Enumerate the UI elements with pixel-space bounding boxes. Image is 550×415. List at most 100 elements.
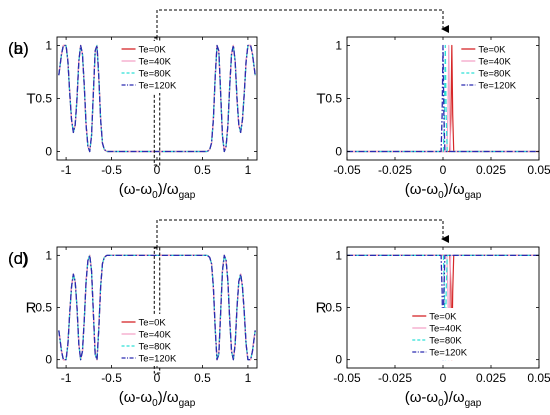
y-tick-label: 0.5 [35,301,52,315]
x-axis-label-sub: gap [465,398,482,409]
legend-label: Te=80K [139,342,172,353]
x-tick-label: 0.5 [194,371,211,385]
legend-label: Te=40K [139,330,172,341]
panel-a: -1 -0.5 0 0.5 100.51T(ω-ω0)/ωgap(a) Te=0KTe=4… [8,36,258,201]
panel-d: -0.05 -0.025 0 0.025 0.0500.51R(ω-ω0)/ωgap(d… [8,246,550,409]
x-axis-label-part: )/ω [444,389,465,406]
series-line-te-120k [347,44,539,153]
legend-label: Te=40K [139,57,172,68]
x-axis-label-sub: gap [179,190,196,201]
legend-label: Te=80K [478,69,511,80]
x-axis-label-sub: gap [465,190,482,201]
x-axis-label-part: (ω-ω [405,181,439,198]
x-axis-label-sub: gap [179,398,196,409]
x-axis-label-part: (ω-ω [405,389,439,406]
x-axis-label-part: (ω-ω [119,181,153,198]
x-tick-label: -0.05 [333,163,361,177]
x-tick-label: 1 [245,371,252,385]
y-tick-label: 0.5 [325,92,342,106]
y-tick-label: 0 [335,145,342,159]
legend-label: Te=0K [429,312,457,323]
legend-label: Te=0K [139,45,167,56]
y-tick-label: 0 [45,145,52,159]
x-tick-label: 0 [154,163,161,177]
x-tick-label: 0.025 [476,371,506,385]
panel-label: (a) [8,39,29,58]
series-group [58,44,256,153]
legend-background [459,41,518,93]
legend-label: Te=120K [139,81,177,92]
legend-label: Te=0K [478,45,506,56]
x-axis-label-part: )/ω [444,181,465,198]
x-axis-label: (ω-ω0)/ωgap [405,389,482,409]
series-group [347,44,539,153]
zoom-connector-a-b [156,9,449,38]
legend-label: Te=80K [429,336,462,347]
legend-background [119,314,178,366]
y-tick-label: 0 [335,353,342,367]
y-axis-label: T [316,91,325,108]
legend-background [119,41,178,93]
legend-background [410,308,469,360]
zoom-connector-c-d [156,219,449,248]
x-tick-label: 0.05 [527,371,550,385]
y-axis-label: R [316,300,327,317]
panel-b: -0.05 -0.025 0 0.025 0.0500.51T(ω-ω0)/ωgap(b… [8,36,550,201]
x-tick-label: 0.025 [476,163,506,177]
y-axis-label: T [26,91,35,108]
y-tick-label: 1 [45,38,52,52]
x-tick-label: -1 [61,371,72,385]
y-axis-label: R [26,300,37,317]
legend-label: Te=120K [478,81,516,92]
x-tick-label: 0.05 [527,163,550,177]
series-line-te-120k [58,254,256,361]
x-tick-label: -0.5 [101,371,122,385]
x-axis-label-part: (ω-ω [119,389,153,406]
legend-label: Te=40K [429,324,462,335]
legend-label: Te=120K [139,354,177,365]
x-axis-label: (ω-ω0)/ωgap [405,181,482,201]
legend-label: Te=80K [139,69,172,80]
x-tick-label: -0.05 [333,371,361,385]
x-axis-label-sub: 0 [152,190,158,201]
panel-label: (b) [8,39,29,58]
y-tick-label: 1 [45,248,52,262]
panel-label: (d) [8,249,29,268]
x-axis-label-part: )/ω [158,181,179,198]
y-tick-label: 0.5 [35,92,52,106]
panels-group: -1 -0.5 0 0.5 100.51T(ω-ω0)/ωgap(a) Te=0KTe=4… [8,36,550,409]
panel-label: (c) [8,249,28,268]
x-tick-label: 0.5 [194,163,211,177]
zoom-connectors [156,9,449,248]
x-axis-label-sub: 0 [438,398,444,409]
legend-label: Te=40K [478,57,511,68]
x-tick-label: 1 [245,163,252,177]
x-axis-label-sub: 0 [438,190,444,201]
x-tick-label: -0.5 [101,163,122,177]
x-tick-label: 0 [440,371,447,385]
series-group [58,254,256,361]
x-tick-label: -0.025 [378,163,412,177]
legend-label: Te=120K [429,348,467,359]
y-tick-label: 1 [335,248,342,262]
x-tick-label: -0.025 [378,371,412,385]
y-tick-label: 0.5 [325,301,342,315]
x-tick-label: -1 [61,163,72,177]
y-tick-label: 1 [335,38,342,52]
series-line-te-80k [347,44,539,153]
panel-c: -1 -0.5 0 0.5 100.51R(ω-ω0)/ωgap(c)Te=0KTe=4… [8,246,258,409]
series-line-te-120k [58,44,256,153]
y-tick-label: 0 [45,353,52,367]
legend-label: Te=0K [139,318,167,329]
x-axis-label: (ω-ω0)/ωgap [119,181,196,201]
x-axis-label-sub: 0 [152,398,158,409]
x-axis-label: (ω-ω0)/ωgap [119,389,196,409]
x-axis-label-part: )/ω [158,389,179,406]
x-tick-label: 0 [440,163,447,177]
x-tick-label: 0 [154,371,161,385]
